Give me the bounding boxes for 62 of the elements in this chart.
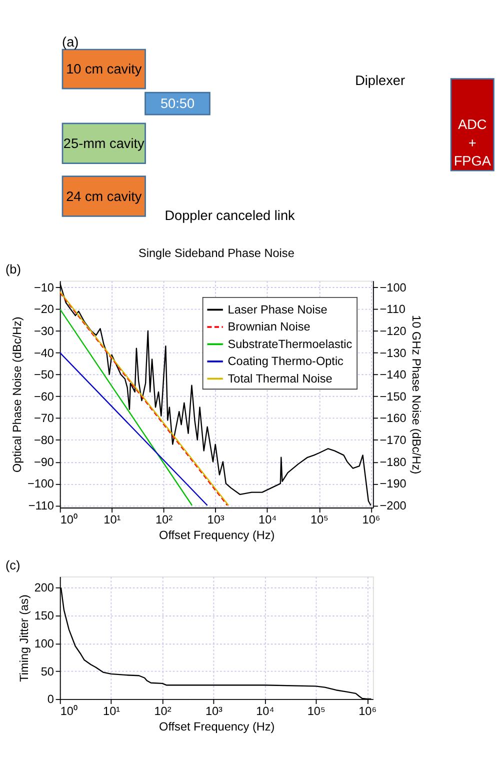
x-tick-label: 10² xyxy=(154,704,172,718)
y-tick-label: −110 xyxy=(28,499,54,512)
y2-axis-title: 10 GHz Phase Noise (dBc/Hz) xyxy=(410,315,423,474)
legend-label: SubstrateThermoelastic xyxy=(228,338,352,351)
y-tick-label: −90 xyxy=(34,456,54,469)
y2-tick-label: −110 xyxy=(380,303,406,316)
y2-tick-label: −120 xyxy=(380,324,407,338)
text: Doppler canceled link xyxy=(164,208,296,223)
text: 25-mm cavity xyxy=(63,136,145,151)
x-tick-label: 10² xyxy=(155,513,173,526)
text: 24 cm cavity xyxy=(66,188,142,204)
y-tick-label: −80 xyxy=(34,434,54,448)
y-tick-label: −50 xyxy=(34,368,54,382)
x-tick-label: 10¹ xyxy=(104,513,121,526)
y-tick-label: −10 xyxy=(34,281,54,294)
x-tick-label: 10⁴ xyxy=(258,513,277,526)
text: ADC + FPGA xyxy=(454,117,492,169)
y2-tick-label: −130 xyxy=(380,346,407,360)
y-tick-label: 200 xyxy=(34,582,54,595)
x-tick-label: 10³ xyxy=(207,513,224,526)
chart-title: Single Sideband Phase Noise xyxy=(138,247,295,260)
y-tick-label: 0 xyxy=(47,693,54,706)
text: (a) xyxy=(62,34,79,50)
y2-tick-label: −160 xyxy=(380,412,407,426)
y2-tick-label: −170 xyxy=(380,434,407,448)
y-tick-label: 50 xyxy=(40,665,54,678)
x-tick-label: 10⁴ xyxy=(256,704,274,718)
y-tick-label: 100 xyxy=(34,637,54,650)
y2-tick-label: −190 xyxy=(380,478,407,491)
y2-tick-label: −200 xyxy=(380,499,407,512)
y-tick-label: 150 xyxy=(34,610,54,623)
x-tick-label: 10⁰ xyxy=(60,704,78,718)
text: (b) xyxy=(5,262,21,276)
legend-label: Coating Thermo-Optic xyxy=(228,355,344,368)
y-axis-title: Timing Jitter (as) xyxy=(18,594,31,682)
legend-label: Brownian Noise xyxy=(228,320,311,334)
y-tick-label: −70 xyxy=(34,412,54,426)
y2-tick-label: −140 xyxy=(380,368,407,382)
y2-tick-label: −150 xyxy=(380,390,407,404)
legend-label: Laser Phase Noise xyxy=(228,303,328,316)
y-tick-label: −20 xyxy=(34,303,54,316)
x-tick-label: 10¹ xyxy=(103,704,120,718)
y-tick-label: −40 xyxy=(34,346,54,360)
y-tick-label: −100 xyxy=(27,478,54,491)
text: 50:50 xyxy=(160,96,195,112)
x-tick-label: 10⁰ xyxy=(60,512,78,526)
x-tick-label: 10⁵ xyxy=(307,704,326,718)
legend-label: Total Thermal Noise xyxy=(228,372,333,386)
y2-tick-label: −100 xyxy=(380,281,407,294)
text: Diplexer xyxy=(355,72,406,88)
x-tick-label: 10⁵ xyxy=(310,513,329,526)
y-axis-title: Optical Phase Noise (dBc/Hz) xyxy=(11,316,24,472)
x-tick-label: 10⁶ xyxy=(362,513,380,526)
text: (c) xyxy=(5,558,20,572)
text: 10 cm cavity xyxy=(66,62,142,77)
y2-tick-label: −180 xyxy=(380,456,407,469)
y-tick-label: −60 xyxy=(34,390,54,404)
x-axis-title: Offset Frequency (Hz) xyxy=(159,528,275,542)
x-tick-label: 10⁶ xyxy=(358,704,377,718)
x-axis-title: Offset Frequency (Hz) xyxy=(159,720,275,734)
x-tick-label: 10³ xyxy=(205,704,223,718)
y-tick-label: −30 xyxy=(34,324,54,338)
